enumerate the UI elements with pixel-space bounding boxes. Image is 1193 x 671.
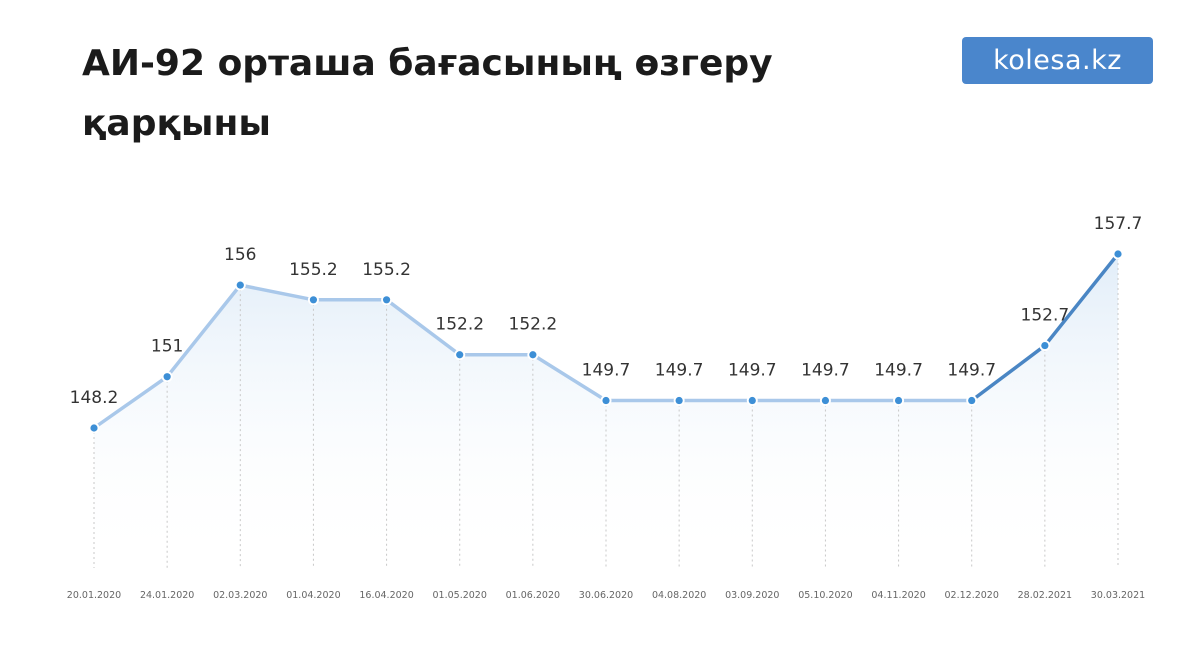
value-label: 149.7 (728, 361, 777, 381)
value-label: 152.7 (1021, 306, 1070, 326)
x-tick-label: 05.10.2020 (798, 590, 852, 601)
data-point[interactable] (675, 396, 683, 405)
value-label: 149.7 (801, 361, 850, 381)
data-point[interactable] (382, 296, 391, 304)
data-point[interactable] (456, 351, 464, 359)
x-tick-label: 16.04.2020 (359, 590, 413, 601)
value-label: 151 (151, 337, 183, 357)
value-label: 152.2 (435, 315, 484, 335)
data-point[interactable] (1114, 250, 1122, 258)
data-point[interactable] (90, 424, 98, 432)
value-label: 156 (224, 245, 256, 265)
x-tick-label: 02.12.2020 (945, 590, 999, 601)
value-label: 149.7 (874, 361, 923, 381)
data-point[interactable] (1041, 341, 1049, 350)
data-point[interactable] (602, 396, 610, 405)
data-point[interactable] (894, 396, 903, 405)
data-point[interactable] (821, 396, 830, 405)
value-label: 155.2 (289, 260, 338, 280)
x-tick-label: 01.06.2020 (506, 590, 560, 601)
value-label: 148.2 (70, 388, 119, 408)
x-tick-label: 30.03.2021 (1091, 590, 1145, 601)
data-point[interactable] (748, 396, 756, 405)
value-label: 149.7 (947, 361, 996, 381)
x-tick-label: 01.05.2020 (433, 590, 487, 601)
value-label: 149.7 (582, 361, 631, 381)
value-label: 155.2 (362, 260, 411, 280)
x-tick-label: 28.02.2021 (1018, 590, 1072, 601)
value-label: 149.7 (655, 361, 704, 381)
data-point[interactable] (968, 396, 976, 405)
data-point[interactable] (236, 281, 244, 289)
x-tick-label: 20.01.2020 (67, 590, 121, 601)
data-point[interactable] (529, 351, 537, 359)
x-tick-label: 04.11.2020 (871, 590, 925, 601)
x-tick-label: 30.06.2020 (579, 590, 633, 601)
data-point[interactable] (309, 296, 318, 304)
x-tick-label: 03.09.2020 (725, 590, 779, 601)
value-label: 152.2 (509, 315, 558, 335)
x-tick-label: 04.08.2020 (652, 590, 706, 601)
page-title: АИ-92 орташа бағасының өзгеру қарқыны (82, 43, 773, 144)
x-tick-label: 01.04.2020 (286, 590, 340, 601)
x-tick-label: 02.03.2020 (213, 590, 267, 601)
x-tick-label: 24.01.2020 (140, 590, 194, 601)
value-label: 157.7 (1094, 214, 1143, 234)
brand-logo[interactable]: kolesa.kz (962, 37, 1153, 84)
data-point[interactable] (163, 373, 171, 381)
